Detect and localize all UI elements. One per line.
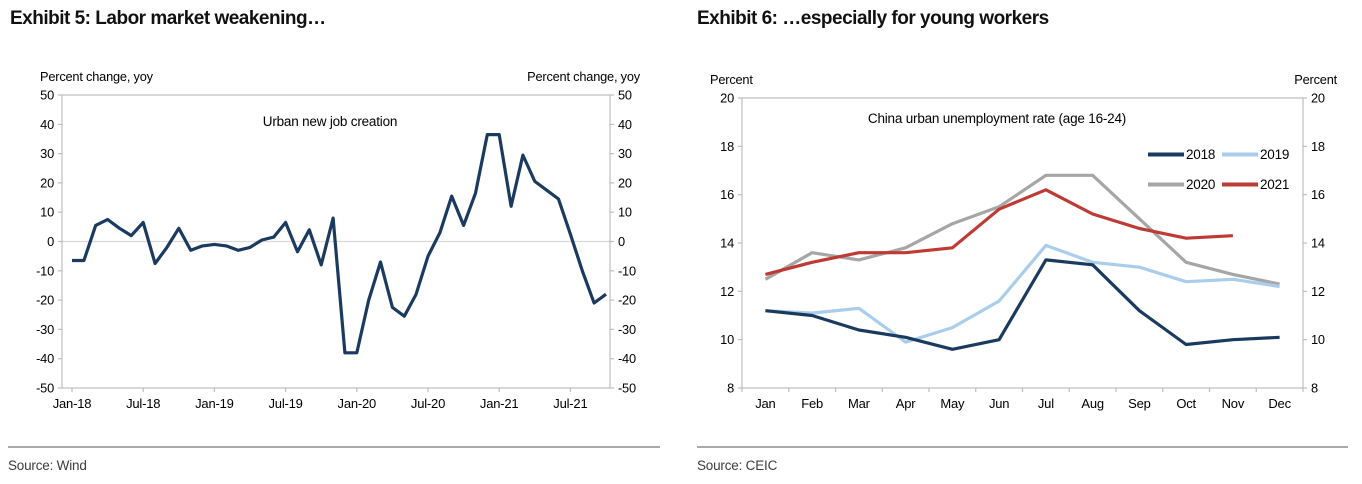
y-axis-tick-label-left: 50: [40, 88, 54, 103]
exhibit5-divider: [8, 446, 660, 448]
x-axis-tick-label: Jan: [755, 396, 775, 411]
legend-label-2021: 2021: [1260, 177, 1289, 192]
x-axis-tick-label: Jul-18: [126, 396, 160, 411]
y-axis-tick-label-left: 40: [40, 117, 54, 132]
y-axis-tick-label-left: 10: [720, 332, 734, 347]
y-axis-tick-label-left: 18: [720, 139, 734, 154]
x-axis-tick-label: Oct: [1176, 396, 1196, 411]
y-axis-tick-label-right: 50: [618, 88, 632, 103]
y-axis-tick-label-right: -40: [618, 351, 636, 366]
series-urban-new-job-creation-line: [72, 133, 607, 355]
exhibit6-panel: Exhibit 6: …especially for young workers…: [697, 0, 1362, 484]
axis-title-right: Percent change, yoy: [527, 69, 641, 84]
y-axis-tick-label-left: 12: [720, 284, 734, 299]
x-axis-tick-label: Apr: [896, 396, 917, 411]
x-axis-tick-label: Feb: [801, 396, 823, 411]
y-axis-tick-label-left: 8: [727, 381, 734, 396]
x-axis-tick-label: Sep: [1128, 396, 1151, 411]
y-axis-tick-label-right: -50: [618, 381, 636, 396]
plot-border: [741, 97, 1304, 389]
y-axis-tick-label-left: 30: [40, 146, 54, 161]
y-axis-tick-label-left: 20: [720, 91, 734, 106]
y-axis-tick-label-left: -50: [36, 381, 54, 396]
y-axis-tick-label-left: 20: [40, 175, 54, 190]
x-axis-tick-label: Jul-20: [411, 396, 445, 411]
x-axis-tick-label: Jan-20: [338, 396, 377, 411]
x-axis-tick-label: Jun: [989, 396, 1009, 411]
x-axis-tick-label: Jul-21: [553, 396, 587, 411]
x-axis-tick-label: Aug: [1081, 396, 1104, 411]
x-axis-tick-label: May: [940, 396, 965, 411]
legend-label-2019: 2019: [1260, 147, 1289, 162]
y-axis-tick-label-left: 10: [40, 205, 54, 220]
exhibit6-divider: [697, 446, 1348, 448]
chart-inner-label: Urban new job creation: [263, 114, 397, 129]
y-axis-tick-label-right: 0: [618, 234, 625, 249]
series-2018-line: [765, 258, 1280, 351]
y-axis-tick-label-right: -10: [618, 263, 636, 278]
axis-title-right: Percent: [1294, 72, 1337, 87]
y-axis-tick-label-right: 30: [618, 146, 632, 161]
exhibit5-panel: Exhibit 5: Labor market weakening… -50 -5…: [0, 0, 680, 484]
axis-title-left: Percent: [710, 72, 753, 87]
x-axis-tick-label: Jul: [1038, 396, 1054, 411]
y-axis-tick-label-right: 8: [1311, 381, 1318, 396]
x-axis-tick-label: Dec: [1268, 396, 1291, 411]
chart-inner-label: China urban unemployment rate (age 16-24…: [868, 111, 1126, 126]
y-axis-tick-label-left: -10: [36, 263, 54, 278]
y-axis-tick-label-right: 14: [1311, 236, 1325, 251]
series-2020-line: [764, 173, 1280, 286]
y-axis-tick-label-left: 14: [720, 236, 734, 251]
y-axis-tick-label-right: 16: [1311, 187, 1325, 202]
series-2019-line: [765, 243, 1280, 344]
y-axis-tick-label-left: -40: [36, 351, 54, 366]
legend-label-2020: 2020: [1186, 177, 1215, 192]
exhibit5-source: Source: Wind: [8, 458, 87, 473]
x-axis-tick-label: Mar: [848, 396, 871, 411]
y-axis-tick-label-left: 0: [47, 234, 54, 249]
y-axis-tick-label-right: 40: [618, 117, 632, 132]
y-axis-tick-label-left: 16: [720, 187, 734, 202]
y-axis-tick-label-right: 12: [1311, 284, 1325, 299]
x-axis-tick-label: Jan-19: [195, 396, 234, 411]
exhibit6-source: Source: CEIC: [697, 458, 778, 473]
x-axis-tick-label: Nov: [1222, 396, 1245, 411]
series-2021-line: [764, 188, 1233, 276]
y-axis-tick-label-right: 20: [618, 175, 632, 190]
x-axis-tick-label: Jan-18: [53, 396, 92, 411]
y-axis-tick-label-right: -30: [618, 322, 636, 337]
y-axis-tick-label-right: 20: [1311, 91, 1325, 106]
y-axis-tick-label-left: -30: [36, 322, 54, 337]
x-axis-tick-label: Jul-19: [268, 396, 302, 411]
exhibit5-title: Exhibit 5: Labor market weakening…: [10, 8, 326, 29]
x-axis-tick-label: Jan-21: [480, 396, 519, 411]
legend-label-2018: 2018: [1186, 147, 1215, 162]
y-axis-tick-label-right: -20: [618, 293, 636, 308]
axis-title-left: Percent change, yoy: [40, 69, 154, 84]
y-axis-tick-label-right: 10: [1311, 332, 1325, 347]
exhibit5-chart: -50 -50 -40 -40 -30 -30 -20 -20 -10 -10 0 0 10 10 20 20…: [36, 69, 641, 411]
y-axis-tick-label-left: -20: [36, 293, 54, 308]
exhibit6-title: Exhibit 6: …especially for young workers: [697, 8, 1049, 29]
y-axis-tick-label-right: 18: [1311, 139, 1325, 154]
y-axis-tick-label-right: 10: [618, 205, 632, 220]
